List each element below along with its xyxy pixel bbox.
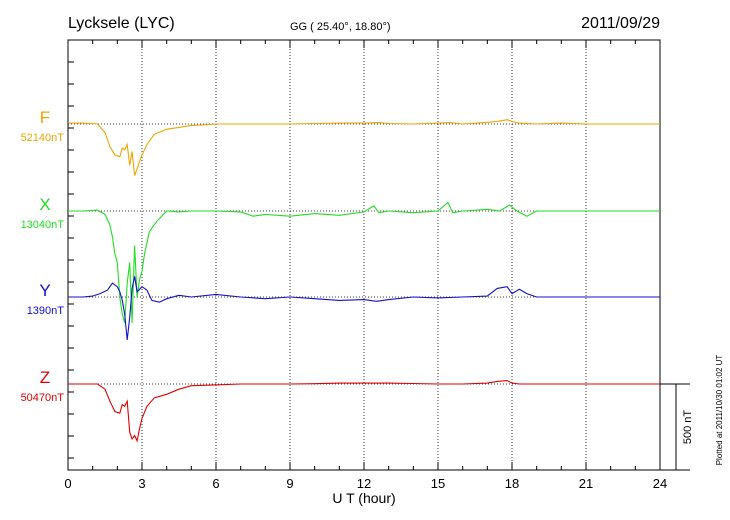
x-tick-label: 12 [357, 476, 371, 491]
series-baseline-z: 50470nT [21, 392, 65, 404]
scale-bar-label: 500 nT [682, 410, 694, 445]
series-baseline-y: 1390nT [27, 305, 65, 317]
series-baseline-x: 13040nT [21, 219, 65, 231]
x-tick-labels: 0 3 6 9 12 15 18 21 24 [64, 476, 667, 491]
series-name-x: X [39, 195, 50, 214]
x-tick-label: 9 [286, 476, 293, 491]
axis-ticks [67, 40, 661, 470]
chart-subtitle: GG ( 25.40°, 18.80°) [290, 21, 391, 33]
series-line-f [68, 119, 660, 176]
series-lines [68, 119, 660, 443]
x-tick-label: 0 [64, 476, 71, 491]
plot-frame [67, 39, 661, 471]
x-tick-label: 24 [653, 476, 667, 491]
x-tick-label: 15 [431, 476, 445, 491]
x-tick-label: 6 [212, 476, 219, 491]
x-axis-label: U T (hour) [332, 490, 395, 506]
scale-bar: 500 nT [660, 383, 694, 471]
series-name-z: Z [40, 368, 50, 387]
series-line-z [68, 380, 660, 443]
series-baseline-f: 52140nT [21, 132, 65, 144]
x-tick-label: 21 [579, 476, 593, 491]
series-name-y: Y [39, 281, 50, 300]
x-tick-label: 18 [505, 476, 519, 491]
series-line-y [68, 276, 660, 341]
series-name-f: F [40, 108, 50, 127]
series-line-x [68, 201, 660, 323]
series-labels: F 52140nT X 13040nT Y 1390nT Z 50470nT [21, 108, 65, 404]
x-tick-label: 3 [138, 476, 145, 491]
plotted-note: Plotted at 2011/10/30 01:02 UT [715, 355, 724, 466]
vertical-grid [141, 40, 587, 470]
chart-date: 2011/09/29 [581, 15, 660, 32]
chart-title: Lycksele (LYC) [68, 15, 175, 32]
